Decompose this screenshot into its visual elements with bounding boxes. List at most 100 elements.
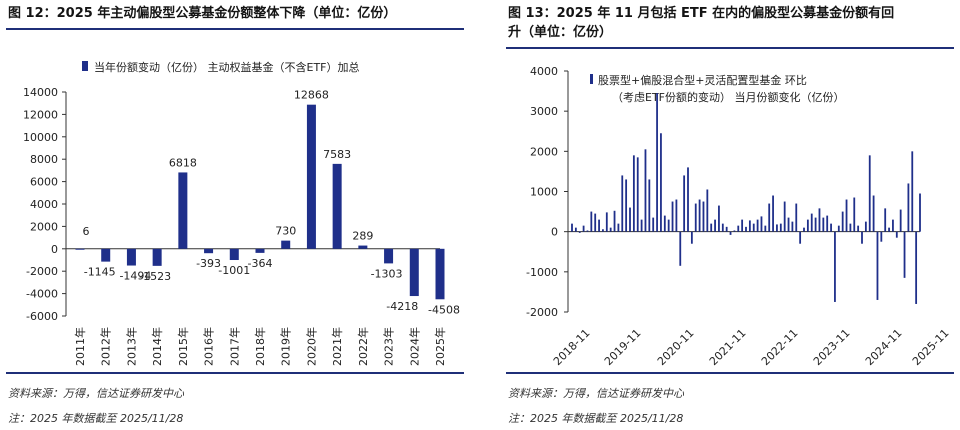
- right-bar: [845, 199, 848, 232]
- left-data-label: 289: [352, 230, 373, 243]
- left-data-label: 730: [275, 225, 296, 238]
- right-bar: [656, 93, 658, 232]
- right-x-tick-label: 2022-11: [759, 326, 801, 368]
- right-chart-title: 图 13：2025 年 11 月包括 ETF 在内的偏股型公募基金份额有回 升（…: [508, 4, 954, 42]
- right-bar: [632, 155, 635, 232]
- right-y-tick-label: -2000: [526, 306, 558, 319]
- right-bottom-rule: [506, 372, 954, 374]
- left-y-tick-label: 10000: [23, 131, 58, 144]
- right-bar: [806, 219, 809, 232]
- right-bar: [876, 231, 879, 300]
- left-data-label: -364: [248, 257, 273, 270]
- right-bar: [868, 155, 871, 232]
- right-bar: [849, 223, 852, 232]
- right-bar: [779, 223, 782, 232]
- right-bar: [853, 197, 856, 232]
- right-bar: [621, 175, 624, 232]
- right-bar: [663, 215, 666, 232]
- right-bar: [594, 213, 597, 232]
- left-data-label: -1001: [218, 264, 250, 277]
- right-bar: [652, 217, 655, 232]
- right-bar: [895, 231, 898, 238]
- right-y-tick-label: 1000: [530, 186, 558, 199]
- left-x-tick-label: 2022年: [356, 327, 370, 366]
- left-x-tick-label: 2011年: [73, 327, 87, 366]
- right-bar: [803, 227, 805, 232]
- right-bar: [826, 215, 829, 232]
- right-x-tick-label: 2024-11: [863, 326, 905, 368]
- right-bar: [679, 231, 682, 266]
- right-bar: [710, 223, 713, 232]
- left-x-tick-label: 2025年: [433, 327, 447, 366]
- right-bar: [718, 205, 720, 232]
- left-y-tick-label: 2000: [30, 220, 58, 233]
- right-bar: [694, 203, 697, 232]
- right-bar: [872, 195, 875, 232]
- left-x-tick-label: 2012年: [99, 327, 113, 366]
- right-bar: [625, 179, 628, 232]
- right-y-tick-label: 3000: [530, 105, 558, 118]
- right-bar: [919, 193, 921, 232]
- left-bottom-rule: [6, 372, 464, 374]
- right-x-tick-label: 2021-11: [707, 326, 749, 368]
- right-bar: [629, 207, 631, 232]
- right-bar: [636, 157, 639, 232]
- left-bar: [255, 248, 265, 253]
- right-bar: [752, 223, 755, 232]
- right-x-tick-label: 2025-11: [910, 326, 952, 368]
- right-bar: [586, 230, 589, 232]
- left-bar: [75, 248, 85, 250]
- right-bar: [687, 167, 689, 232]
- left-x-tick-label: 2019年: [279, 327, 293, 366]
- right-bar: [830, 223, 832, 232]
- right-bar: [574, 227, 577, 232]
- left-bar: [204, 248, 214, 254]
- left-bar-chart: 当年份额变动（亿份） 主动权益基金（不含ETF）加总 14000 12000 1000…: [23, 60, 460, 366]
- left-x-tick-label: 2020年: [304, 327, 318, 366]
- right-y-tick-label: -1000: [526, 266, 558, 279]
- right-bar: [706, 189, 709, 232]
- right-bar: [756, 219, 759, 232]
- left-title-rule: [6, 28, 464, 30]
- left-x-tick-label: 2014年: [150, 327, 164, 366]
- right-bar: [903, 231, 906, 278]
- right-bar: [714, 219, 716, 232]
- right-bar: [683, 175, 686, 232]
- left-data-label: 6818: [169, 156, 197, 169]
- left-data-label: -1523: [139, 270, 171, 283]
- right-bar: [640, 219, 643, 232]
- right-legend-swatch: [590, 74, 593, 84]
- left-data-label: 7583: [323, 148, 351, 161]
- right-bar: [613, 210, 616, 232]
- left-y-tick-label: 4000: [30, 198, 58, 211]
- right-bar: [617, 223, 620, 232]
- right-bar: [609, 227, 612, 232]
- right-bar: [787, 217, 790, 232]
- right-bar: [776, 224, 778, 232]
- left-y-tick-label: 12000: [23, 108, 58, 121]
- right-bar: [667, 219, 670, 232]
- right-x-tick-label: 2023-11: [811, 326, 853, 368]
- right-chart-panel: 图 13：2025 年 11 月包括 ETF 在内的偏股型公募基金份额有回 升（…: [492, 0, 960, 430]
- left-data-label: -4218: [386, 300, 418, 313]
- left-x-tick-label: 2024年: [407, 327, 421, 366]
- right-bar: [768, 203, 771, 232]
- right-bar: [644, 149, 647, 232]
- left-bar: [332, 163, 342, 249]
- right-x-tick-label: 2020-11: [655, 326, 697, 368]
- right-title-line-1: 图 13：2025 年 11 月包括 ETF 在内的偏股型公募基金份额有回: [508, 6, 895, 21]
- right-bar: [822, 217, 825, 232]
- left-data-label: -4508: [428, 303, 460, 316]
- right-bar: [899, 209, 902, 232]
- left-bar: [178, 172, 188, 249]
- left-bar: [384, 248, 394, 264]
- right-x-tick-label: 2019-11: [602, 326, 644, 368]
- right-bar: [810, 213, 813, 232]
- left-data-label: -1303: [371, 267, 403, 280]
- left-data-label: 12868: [294, 89, 329, 102]
- left-bar: [358, 245, 368, 249]
- right-bar: [675, 199, 678, 232]
- right-bar: [690, 231, 693, 244]
- right-bar: [571, 223, 573, 232]
- left-x-tick-label: 2015年: [176, 327, 190, 366]
